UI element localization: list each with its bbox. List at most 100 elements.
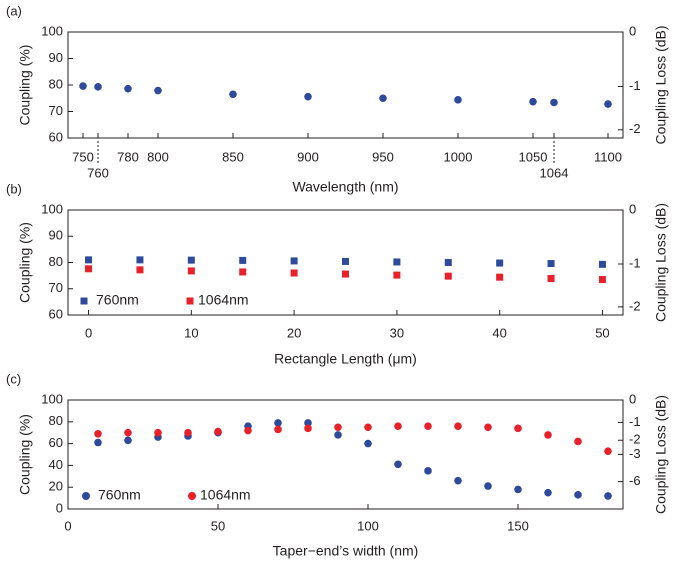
x-tick-label: 1000 xyxy=(444,149,473,164)
legend-label: 760nm xyxy=(96,292,139,308)
data-point xyxy=(394,422,402,430)
data-point xyxy=(444,259,452,266)
data-point xyxy=(454,476,462,485)
y-tick-label: 100 xyxy=(41,391,63,406)
data-point xyxy=(496,273,504,281)
data-point xyxy=(544,431,552,439)
panel-label: (c) xyxy=(6,371,21,386)
data-point xyxy=(304,419,312,427)
y-tick-label: 90 xyxy=(49,228,63,243)
data-point xyxy=(239,256,247,264)
legend-label: 1064nm xyxy=(200,487,251,503)
data-point xyxy=(274,419,282,427)
data-point xyxy=(274,425,282,434)
data-point xyxy=(529,97,537,106)
data-point xyxy=(364,423,372,432)
data-point xyxy=(244,426,252,435)
data-point xyxy=(154,428,162,437)
data-point xyxy=(94,429,102,438)
data-point xyxy=(187,256,195,264)
legend-marker xyxy=(80,297,88,305)
y-tick-label: 100 xyxy=(41,201,63,216)
x-tick-label: 50 xyxy=(595,325,609,340)
data-point xyxy=(342,270,349,278)
legend-marker xyxy=(186,297,194,305)
x-tick-label: 100 xyxy=(357,518,379,533)
x-tick-label: 780 xyxy=(117,149,139,164)
x-tick-label: 850 xyxy=(222,149,244,164)
data-point xyxy=(544,488,552,497)
data-point xyxy=(604,100,612,108)
legend-label: 1064nm xyxy=(198,292,249,308)
data-point xyxy=(229,90,237,99)
x-tick-label: 750 xyxy=(72,149,94,164)
x-axis-label: Taper−end’s width (nm) xyxy=(273,543,419,559)
data-point xyxy=(290,269,298,277)
y-tick-label: 70 xyxy=(49,103,63,118)
data-point xyxy=(304,424,312,433)
x-tick-label: 0 xyxy=(85,325,92,340)
x-tick-label: 760 xyxy=(87,165,109,180)
x-tick-label: 1050 xyxy=(519,149,548,164)
data-point xyxy=(444,272,452,280)
y2-tick-label: -2 xyxy=(629,298,641,313)
y-tick-label: 100 xyxy=(41,23,63,38)
data-point xyxy=(574,437,582,446)
data-point xyxy=(393,271,401,279)
y2-tick-label: 0 xyxy=(629,23,636,38)
x-tick-label: 950 xyxy=(372,149,394,164)
y2-tick-label: -1 xyxy=(629,255,641,270)
data-point xyxy=(334,423,342,432)
y2-axis-label: Coupling Loss (dB) xyxy=(653,203,669,322)
data-point xyxy=(214,427,222,436)
x-axis-label: Wavelength (nm) xyxy=(292,179,398,195)
data-point xyxy=(496,259,504,267)
legend-marker xyxy=(82,492,90,500)
data-point xyxy=(187,267,195,275)
legend-marker xyxy=(188,492,196,500)
data-point xyxy=(290,257,298,265)
y-tick-label: 60 xyxy=(49,129,63,144)
data-point xyxy=(574,491,582,499)
data-point xyxy=(394,460,402,469)
y-tick-label: 80 xyxy=(49,254,63,269)
y2-tick-label: -1 xyxy=(629,78,641,93)
y-axis-label: Coupling (%) xyxy=(17,414,33,495)
data-point xyxy=(342,257,349,265)
data-point xyxy=(547,260,555,268)
y2-axis-label: Coupling Loss (dB) xyxy=(653,395,669,514)
data-point xyxy=(85,256,93,264)
data-point xyxy=(424,467,432,475)
data-point xyxy=(94,438,102,447)
data-point xyxy=(424,422,432,430)
x-tick-label: 1100 xyxy=(594,149,622,164)
y-axis-label: Coupling (%) xyxy=(17,222,33,303)
data-point xyxy=(124,428,132,437)
y-axis-label: Coupling (%) xyxy=(17,45,33,126)
x-axis-label: Rectangle Length (μm) xyxy=(274,351,417,367)
y2-tick-label: -1 xyxy=(629,414,641,429)
data-point xyxy=(604,492,612,500)
y-tick-label: 20 xyxy=(49,479,63,494)
data-point xyxy=(379,94,387,103)
x-tick-label: 30 xyxy=(390,325,404,340)
data-point xyxy=(239,268,247,276)
data-point xyxy=(364,439,372,448)
data-point xyxy=(184,428,192,437)
x-tick-label: 20 xyxy=(287,325,301,340)
data-point xyxy=(393,258,401,266)
y2-tick-label: -2 xyxy=(629,432,641,447)
y2-tick-label: 0 xyxy=(629,391,636,406)
panel-label: (b) xyxy=(6,181,22,196)
panel-label: (a) xyxy=(6,3,22,18)
y-tick-label: 60 xyxy=(49,435,63,450)
data-point xyxy=(94,83,102,91)
x-tick-label: 40 xyxy=(492,325,506,340)
data-point xyxy=(598,276,606,284)
y-tick-label: 70 xyxy=(49,280,63,295)
data-point xyxy=(79,82,87,90)
plot-frame xyxy=(67,31,624,139)
y2-axis-label: Coupling Loss (dB) xyxy=(653,25,669,144)
y-tick-label: 80 xyxy=(49,76,63,91)
